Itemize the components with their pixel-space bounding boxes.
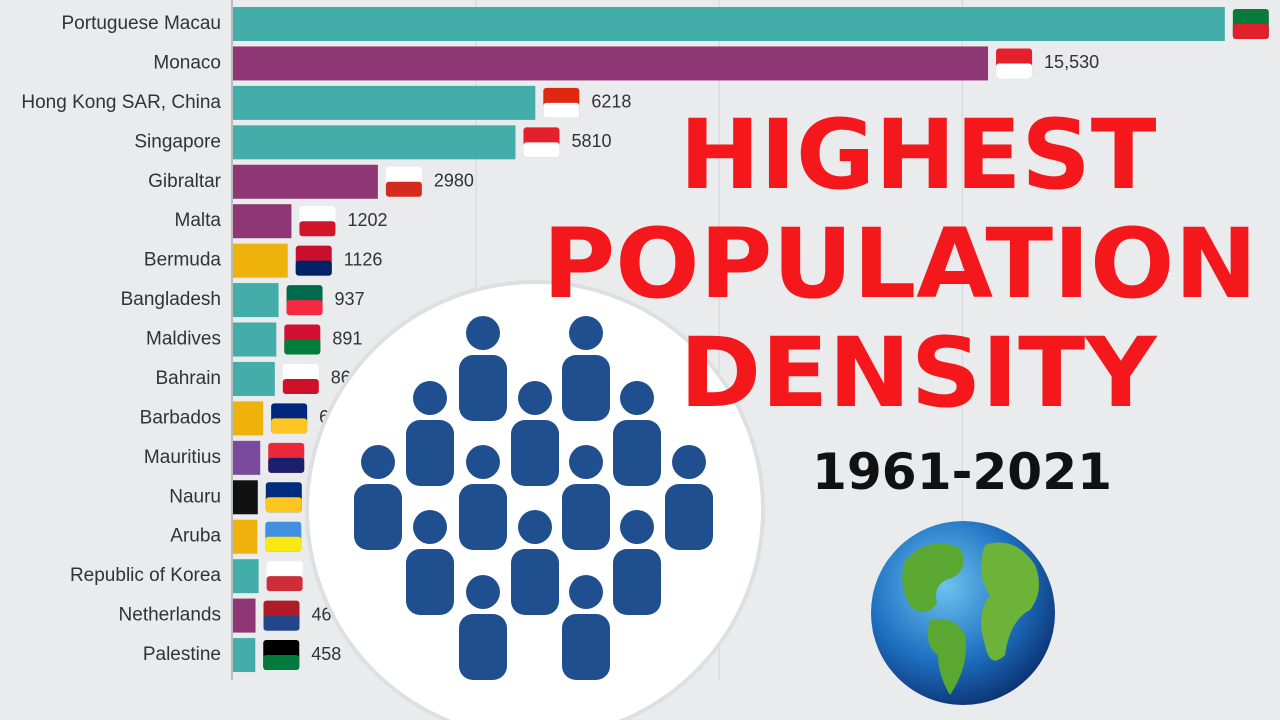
flag xyxy=(263,655,300,671)
category-label: Monaco xyxy=(153,52,221,73)
flag xyxy=(284,339,321,355)
value-label: 5810 xyxy=(571,131,611,151)
bar xyxy=(233,519,258,554)
globe-icon xyxy=(871,521,1055,705)
value-label: 1202 xyxy=(347,210,387,230)
person-head xyxy=(620,381,654,415)
headline: HIGHEST xyxy=(680,99,1157,211)
person-head xyxy=(466,445,500,479)
category-label: Barbados xyxy=(140,407,221,428)
category-label: Bangladesh xyxy=(121,289,221,310)
bar xyxy=(233,361,275,396)
bar xyxy=(233,85,536,120)
bar xyxy=(233,164,378,199)
person-head xyxy=(413,510,447,544)
value-label: 937 xyxy=(335,289,365,309)
person-body xyxy=(613,549,661,615)
bar xyxy=(233,243,288,278)
category-label: Aruba xyxy=(170,526,221,547)
category-label: Mauritius xyxy=(144,447,221,468)
person-head xyxy=(413,381,447,415)
person-head xyxy=(569,575,603,609)
person-head xyxy=(569,445,603,479)
person-body xyxy=(459,355,507,421)
flag xyxy=(282,378,319,394)
bar xyxy=(233,322,277,357)
person-head xyxy=(466,316,500,350)
person-body xyxy=(459,484,507,550)
value-label: 458 xyxy=(311,644,341,664)
category-label: Malta xyxy=(175,210,222,231)
category-label: Bermuda xyxy=(144,250,222,271)
person-body xyxy=(459,614,507,680)
flag xyxy=(271,418,308,434)
flag xyxy=(299,221,336,237)
bar xyxy=(233,598,256,633)
person-body xyxy=(406,549,454,615)
bar xyxy=(233,204,292,239)
value-label: 891 xyxy=(332,328,362,348)
category-label: Portuguese Macau xyxy=(62,13,222,34)
category-label: Republic of Korea xyxy=(70,565,221,586)
person-body xyxy=(354,484,402,550)
category-label: Netherlands xyxy=(119,605,221,626)
bar xyxy=(233,401,264,436)
value-label: 15,530 xyxy=(1044,52,1099,72)
flag xyxy=(265,497,302,513)
person-body xyxy=(406,420,454,486)
flag xyxy=(268,457,305,473)
person-body xyxy=(562,355,610,421)
flag xyxy=(263,615,300,631)
person-body xyxy=(562,484,610,550)
person-body xyxy=(562,614,610,680)
bar xyxy=(233,46,989,81)
bar xyxy=(233,638,256,673)
subtitle: 1961-2021 xyxy=(812,443,1112,501)
value-label: 1126 xyxy=(344,249,383,269)
category-label: Hong Kong SAR, China xyxy=(21,92,221,113)
bar xyxy=(233,559,259,594)
person-body xyxy=(613,420,661,486)
flag xyxy=(1232,24,1269,39)
value-label: 6218 xyxy=(591,92,631,112)
bar xyxy=(233,125,516,160)
person-head xyxy=(620,510,654,544)
person-head xyxy=(466,575,500,609)
flag xyxy=(266,576,303,592)
category-label: Singapore xyxy=(134,131,221,152)
flag xyxy=(523,142,560,158)
headline: DENSITY xyxy=(680,317,1159,429)
person-head xyxy=(672,445,706,479)
person-head xyxy=(361,445,395,479)
person-head xyxy=(569,316,603,350)
person-head xyxy=(518,510,552,544)
headline: POPULATION xyxy=(543,208,1258,320)
flag xyxy=(543,102,580,118)
person-body xyxy=(665,484,713,550)
person-body xyxy=(511,549,559,615)
flag xyxy=(385,181,422,197)
people-icon xyxy=(354,316,713,680)
person-body xyxy=(511,420,559,486)
category-label: Palestine xyxy=(143,644,221,665)
category-label: Gibraltar xyxy=(148,171,222,192)
flag xyxy=(295,260,332,276)
flag xyxy=(265,536,302,552)
category-label: Maldives xyxy=(146,329,221,350)
value-label: 2980 xyxy=(434,171,474,191)
category-label: Bahrain xyxy=(156,368,222,389)
bar-chart: Portuguese Macau Monaco 15,530 Hong Kong SA… xyxy=(21,0,1269,680)
flag xyxy=(996,63,1033,79)
person-head xyxy=(518,381,552,415)
bar xyxy=(233,440,261,475)
flag xyxy=(286,300,323,316)
bar xyxy=(233,480,258,515)
category-label: Nauru xyxy=(169,486,221,507)
bar xyxy=(233,283,279,318)
bar xyxy=(233,7,1225,41)
